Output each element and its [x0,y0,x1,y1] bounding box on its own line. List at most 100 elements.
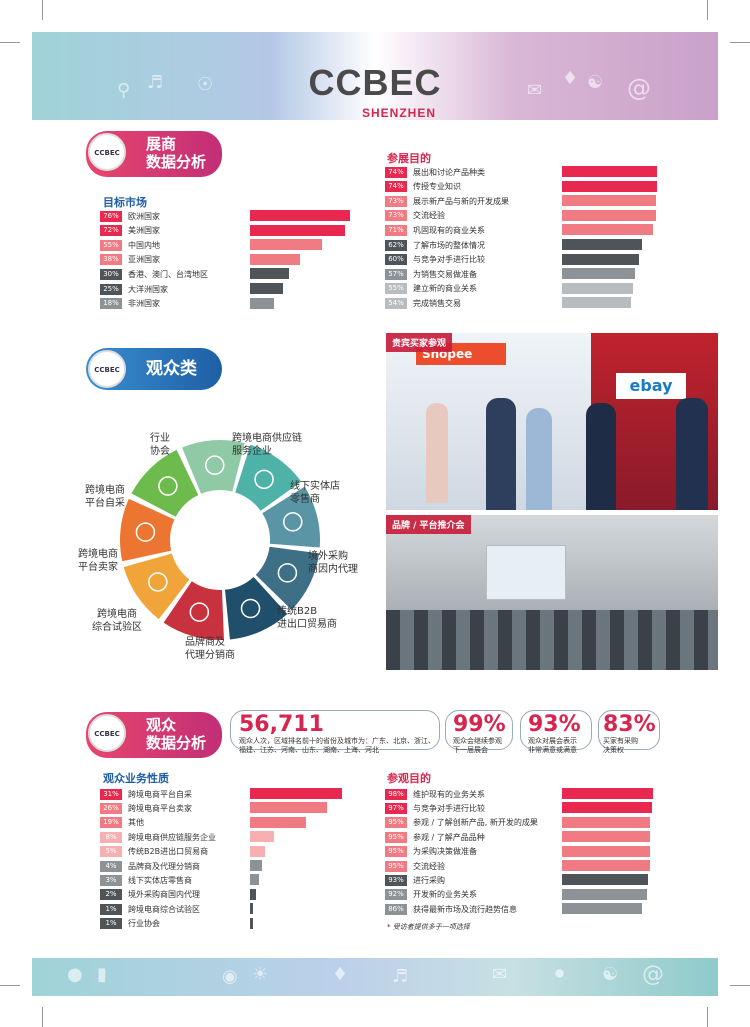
bar-category-label: 大洋洲国家 [128,284,168,294]
crop-mark [0,42,20,43]
bar [562,903,642,915]
return-text: 观众会继续参观 下一届展会 [453,737,502,754]
bar-percent-label: 98% [385,788,407,800]
audience-category-label: 观众类别 [146,359,197,413]
bar-row: 74% 传授专业知识 [385,181,461,193]
bar-percent-label: 74% [385,166,407,178]
segment-icon [158,476,178,496]
wheel-segment-label: 跨境电商 综合试验区 [92,609,142,633]
bar-row: 95% 参观 / 了解产品品种 [385,831,485,843]
bar [250,903,253,915]
bar-percent-label: 3% [100,874,122,886]
mail-icon: ✉ [492,964,508,985]
exhibitor-section-title: CCBEC 展商 数据分析 [86,131,222,177]
bar-percent-label: 54% [385,297,407,309]
bar-row: 95% 参观 / 了解创新产品, 新开发的成果 [385,817,538,829]
bar [562,831,651,843]
bar-percent-label: 95% [385,831,407,843]
wifi-icon: ☀ [252,964,269,985]
crop-mark [730,42,750,43]
bar-percent-label: 1% [100,903,122,915]
wheel-segment [163,581,224,640]
audience-wheel [120,440,320,640]
crop-mark [707,0,708,20]
at-icon: @ [642,962,664,987]
bar [250,283,283,294]
bar [562,224,654,236]
business-nature-title: 观众业务性质 [103,772,169,785]
bar [562,816,651,828]
bar [562,268,636,280]
bar-category-label: 了解市场的整体情况 [413,240,485,250]
crop-mark [0,985,20,986]
bar-category-label: 进行采购 [413,875,445,885]
bar [562,166,657,177]
segment-icon [189,602,210,622]
bar-row: 95% 交流经验 [385,860,445,872]
bar-category-label: 非洲国家 [128,299,160,309]
bar-percent-label: 55% [100,239,122,251]
satisfaction-text: 观众对展会表示 非常满意或满意 [528,737,577,754]
search-icon: ⚲ [117,80,131,101]
wheel-segment [120,498,175,562]
wheel-segment-label: 品牌商及 代理分销商 [185,637,235,661]
crop-mark [42,0,43,20]
bar-category-label: 跨境电商平台自采 [128,789,192,799]
brand-launch-photo: 品牌 / 平台推介会 [386,515,718,670]
bar-category-label: 为采购决策做准备 [413,847,477,857]
bar-category-label: 建立新的商业关系 [413,284,477,294]
exhibitor-title-line1: 展商 [146,135,177,153]
bar [562,253,640,265]
bar-category-label: 品牌商及代理分销商 [128,861,200,871]
bar-category-label: 亚洲国家 [128,255,160,265]
bar [250,860,262,871]
ccbec-badge: CCBEC [88,350,126,388]
segment-icon [135,522,156,542]
bar [250,297,274,309]
bar-category-label: 完成销售交易 [413,298,461,308]
cart-icon: ♦ [332,964,349,985]
bar-percent-label: 73% [385,195,407,207]
bar-row: 57% 为销售交易做准备 [385,268,477,280]
bar-row: 1% 行业协会 [100,918,160,930]
wheel-segment-label: 传统B2B 进出口贸易商 [277,606,337,630]
bar-percent-label: 8% [100,831,122,843]
bar-percent-label: 4% [100,860,122,872]
bar-percent-label: 92% [385,889,407,901]
bar-percent-label: 38% [100,254,122,266]
exhibit-purpose-title: 参展目的 [387,152,431,165]
bar-row: 76% 欧洲国家 [100,210,160,222]
brand-launch-caption: 品牌 / 平台推介会 [386,515,471,534]
bar [250,224,345,236]
bar-category-label: 其他 [128,818,144,828]
segment-icon [148,572,168,592]
chat-icon: ⚫ [552,964,568,985]
satisfaction-stat: 93% 观众对展会表示 非常满意或满意 [520,710,592,754]
wheel-segment [262,486,320,548]
ebay-sign: ebay [616,373,686,399]
bar [250,831,274,843]
bar-percent-label: 95% [385,817,407,829]
wheel-segment [123,553,190,620]
bar-category-label: 境外采购商国内代理 [128,890,200,900]
bar-category-label: 参观 / 了解产品品种 [413,832,485,842]
bar-row: 93% 进行采购 [385,874,445,886]
crop-mark [42,1007,43,1027]
bar-percent-label: 62% [385,239,407,251]
bar-category-label: 参观 / 了解创新产品, 新开发的成果 [413,818,538,828]
microphone-icon: ☉ [197,74,214,95]
vip-buyer-caption: 贵宾买家参观 [386,333,453,352]
exhibitor-title-line2: 数据分析 [146,153,207,171]
bar [250,210,350,221]
segment-icon [277,563,298,583]
visit-purpose-title: 参观目的 [387,772,431,785]
bar-row: 86% 获得最新市场及流行趋势信息 [385,903,517,915]
bar-percent-label: 25% [100,283,122,295]
bar-category-label: 线下实体店零售商 [128,875,192,885]
bar [562,802,653,814]
target-market-title: 目标市场 [103,196,147,209]
shield-icon: ♦ [562,68,579,89]
bar-percent-label: 73% [385,210,407,222]
wheel-segment [255,546,320,610]
bar-percent-label: 95% [385,860,407,872]
